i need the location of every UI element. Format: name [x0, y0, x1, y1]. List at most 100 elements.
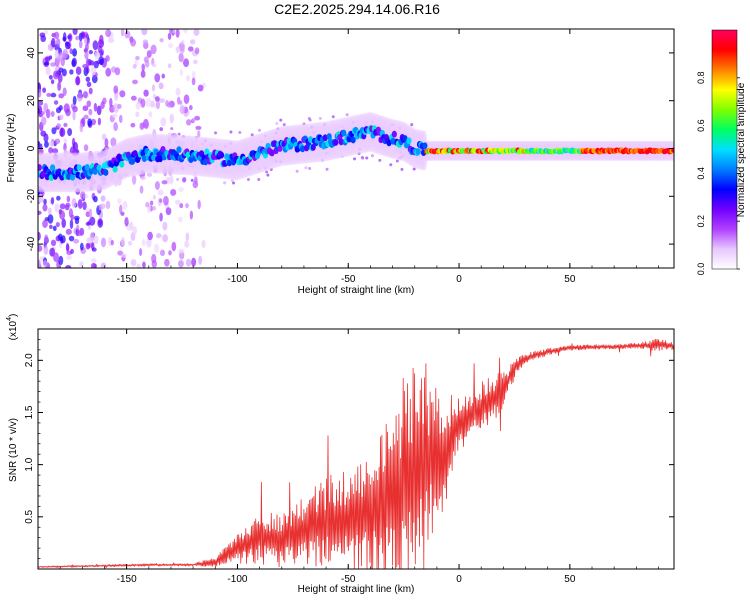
noise-cell: [72, 95, 77, 105]
noise-cell: [197, 199, 201, 210]
noise-cell: [38, 259, 41, 268]
noise-cell: [88, 208, 93, 219]
colorbar-gradient: [711, 29, 738, 270]
noise-cell: [169, 29, 173, 34]
noise-cell: [178, 216, 183, 223]
ridge-cell: [338, 138, 344, 146]
noise-cell: [154, 96, 160, 102]
x-tick-label: -100: [227, 274, 247, 285]
noise-cell: [93, 235, 99, 245]
noise-cell: [90, 65, 97, 76]
figure-title: C2E2.2025.294.14.06.R16: [274, 1, 440, 17]
ridge-cell: [341, 129, 347, 137]
noise-cell: [58, 255, 64, 266]
y-tick-label: -40: [26, 236, 37, 251]
ridge-cell: [307, 136, 314, 143]
noise-cell: [146, 172, 153, 177]
noise-cell: [191, 77, 196, 86]
noise-cell: [67, 127, 73, 137]
noise-cell: [198, 255, 203, 266]
ridge-cell: [69, 173, 76, 181]
noise-cell: [146, 237, 152, 248]
ridge-cell: [402, 135, 408, 142]
noise-cell: [60, 127, 64, 137]
noise-cell: [149, 200, 154, 206]
noise-cell: [47, 207, 52, 215]
noise-cell: [77, 92, 83, 102]
snr-x-axis-label: Height of straight line (km): [298, 584, 415, 595]
noise-cell: [185, 258, 192, 267]
x-tick-label: -150: [117, 274, 137, 285]
noise-cell: [140, 98, 146, 108]
noise-cell: [91, 247, 97, 252]
noise-cell: [50, 111, 55, 117]
snr-panel: -150 -100 -50 0 50 0.5 1.0 1.5 2.0 Height of str…: [6, 314, 675, 595]
noise-cell: [124, 30, 131, 39]
noise-cell: [88, 50, 93, 55]
noise-cell: [54, 203, 60, 213]
noise-cell: [214, 131, 218, 135]
noise-cell: [83, 91, 88, 99]
noise-cell: [132, 64, 137, 69]
noise-cell: [114, 67, 121, 76]
noise-cell: [304, 166, 308, 170]
snr-series-line: [38, 338, 674, 569]
noise-cell: [121, 253, 127, 258]
noise-cell: [54, 138, 61, 145]
noise-cell: [66, 195, 71, 203]
noise-cell: [65, 242, 70, 253]
noise-cell: [84, 51, 89, 60]
noise-cell: [201, 240, 206, 249]
noise-cell: [150, 44, 157, 55]
noise-cell: [53, 31, 60, 40]
noise-cell: [46, 92, 52, 97]
noise-cell: [84, 43, 89, 51]
noise-cell: [98, 204, 103, 211]
noise-cell: [194, 176, 198, 184]
snr-y-axis-label: SNR (10 * v/v): [8, 418, 19, 482]
noise-cell: [163, 195, 169, 206]
noise-cell: [142, 39, 149, 45]
ridge-cell: [176, 146, 182, 154]
noise-cell: [395, 159, 399, 163]
noise-cell: [82, 201, 87, 211]
noise-cell: [55, 222, 60, 228]
noise-cell: [79, 261, 84, 267]
noise-cell: [169, 113, 174, 124]
noise-cell: [83, 37, 88, 45]
noise-cell: [165, 207, 172, 216]
noise-cell: [82, 105, 89, 112]
noise-cell: [184, 240, 190, 248]
y-tick-label: -20: [26, 189, 37, 204]
noise-cell: [38, 210, 42, 215]
noise-cell: [72, 48, 78, 57]
noise-cell: [183, 94, 190, 105]
noise-cell: [57, 73, 63, 83]
noise-cell: [141, 63, 145, 72]
ridge-cell: [141, 155, 147, 162]
noise-cell: [50, 79, 55, 85]
noise-cell: [99, 34, 104, 45]
noise-cell: [192, 59, 198, 65]
ridge-cell: [132, 150, 138, 157]
y-tick-label: 0.5: [24, 509, 35, 523]
noise-cell: [145, 201, 150, 208]
noise-cell: [151, 84, 156, 92]
noise-cell: [117, 198, 122, 204]
colorbar-tick-label: 0.4: [696, 167, 706, 180]
noise-cell: [89, 60, 95, 66]
noise-cell: [129, 221, 134, 231]
noise-cell: [48, 140, 55, 147]
ridge-cell: [65, 173, 72, 181]
noise-cell: [154, 181, 160, 190]
noise-cell: [143, 56, 149, 63]
noise-cell: [77, 198, 83, 209]
noise-cell: [61, 218, 67, 229]
noise-cell: [119, 90, 126, 98]
noise-cell: [39, 32, 46, 38]
noise-cell: [88, 108, 93, 116]
noise-cell: [161, 73, 166, 79]
noise-cell: [86, 81, 92, 88]
x-tick-label: -50: [341, 574, 356, 585]
noise-cell: [143, 89, 149, 97]
